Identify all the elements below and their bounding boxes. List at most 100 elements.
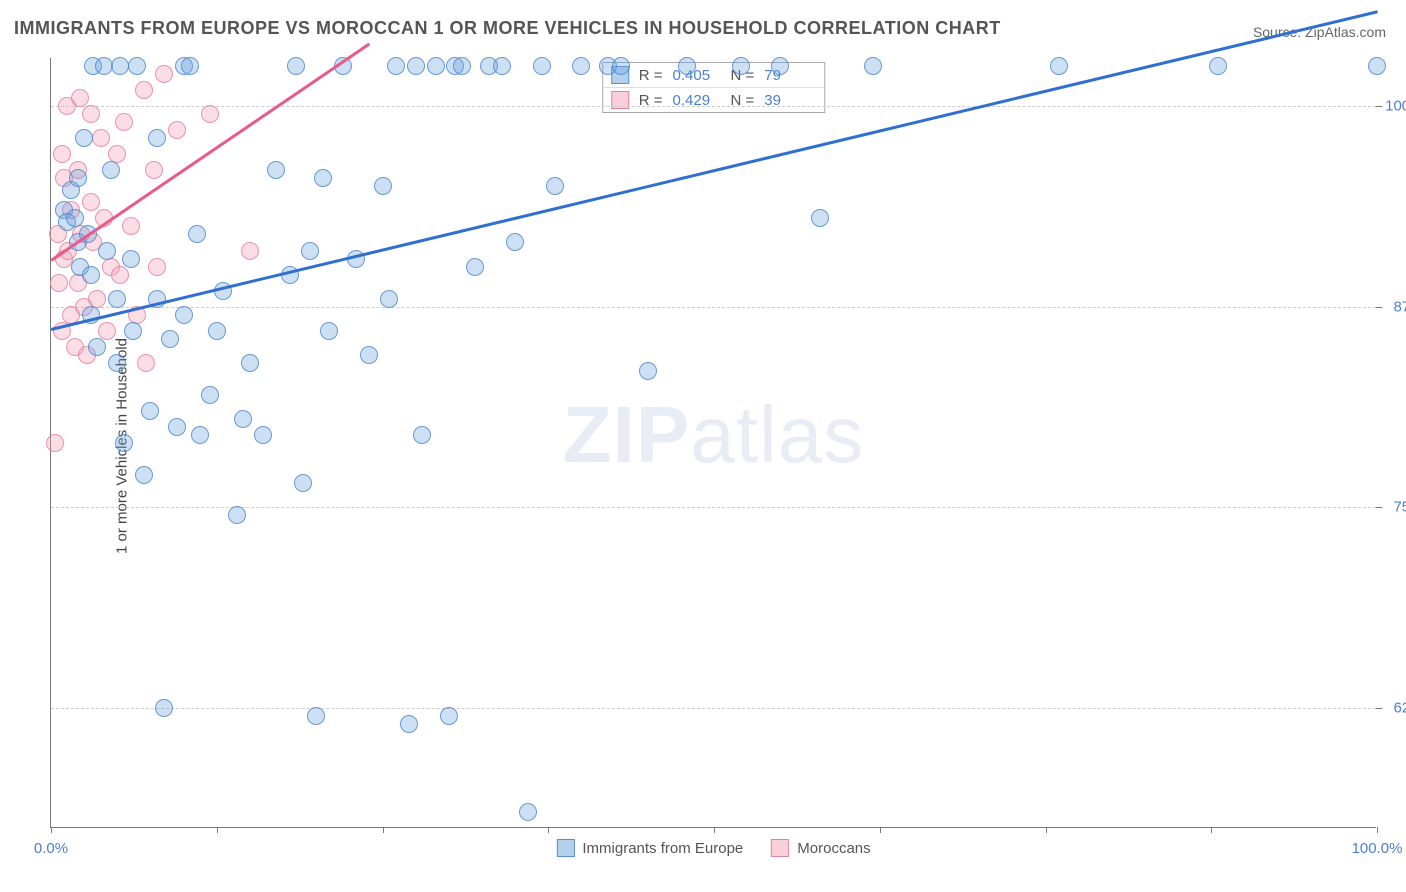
- ytick-mark: [1376, 708, 1382, 709]
- data-point: [241, 354, 259, 372]
- data-point: [241, 242, 259, 260]
- ytick-label: 87.5%: [1393, 298, 1406, 315]
- data-point: [124, 322, 142, 340]
- data-point: [148, 258, 166, 276]
- data-point: [135, 466, 153, 484]
- data-point: [181, 57, 199, 75]
- ytick-label: 62.5%: [1393, 699, 1406, 716]
- chart-title: IMMIGRANTS FROM EUROPE VS MOROCCAN 1 OR …: [14, 18, 1001, 39]
- xtick-mark: [714, 827, 715, 833]
- xtick-mark: [880, 827, 881, 833]
- gridline-h: [51, 507, 1376, 508]
- xtick-label: 100.0%: [1352, 840, 1403, 857]
- data-point: [69, 169, 87, 187]
- data-point: [128, 57, 146, 75]
- data-point: [155, 65, 173, 83]
- data-point: [1368, 57, 1386, 75]
- data-point: [771, 57, 789, 75]
- data-point: [208, 322, 226, 340]
- data-point: [111, 57, 129, 75]
- data-point: [175, 306, 193, 324]
- data-point: [466, 258, 484, 276]
- data-point: [137, 354, 155, 372]
- data-point: [811, 209, 829, 227]
- legend-item-moroccan: Moroccans: [771, 839, 870, 857]
- data-point: [440, 707, 458, 725]
- legend-item-europe: Immigrants from Europe: [556, 839, 743, 857]
- gridline-h: [51, 307, 1376, 308]
- data-point: [108, 290, 126, 308]
- data-point: [506, 233, 524, 251]
- data-point: [639, 362, 657, 380]
- data-point: [427, 57, 445, 75]
- data-point: [188, 225, 206, 243]
- data-point: [141, 402, 159, 420]
- data-point: [380, 290, 398, 308]
- data-point: [374, 177, 392, 195]
- data-point: [546, 177, 564, 195]
- trend-line: [50, 42, 370, 261]
- data-point: [122, 217, 140, 235]
- data-point: [102, 161, 120, 179]
- gridline-h: [51, 708, 1376, 709]
- data-point: [267, 161, 285, 179]
- data-point: [1209, 57, 1227, 75]
- xtick-mark: [1377, 827, 1378, 833]
- swatch-pink-icon: [771, 839, 789, 857]
- data-point: [82, 105, 100, 123]
- watermark: ZIPatlas: [563, 389, 864, 481]
- data-point: [612, 57, 630, 75]
- data-point: [287, 57, 305, 75]
- xtick-mark: [1046, 827, 1047, 833]
- data-point: [407, 57, 425, 75]
- data-point: [533, 57, 551, 75]
- data-point: [168, 418, 186, 436]
- xtick-mark: [383, 827, 384, 833]
- ytick-mark: [1376, 507, 1382, 508]
- data-point: [46, 434, 64, 452]
- data-point: [254, 426, 272, 444]
- data-point: [98, 242, 116, 260]
- data-point: [360, 346, 378, 364]
- data-point: [307, 707, 325, 725]
- legend-series: Immigrants from Europe Moroccans: [556, 839, 870, 857]
- data-point: [155, 699, 173, 717]
- data-point: [71, 89, 89, 107]
- ytick-label: 75.0%: [1393, 499, 1406, 516]
- data-point: [1050, 57, 1068, 75]
- data-point: [88, 338, 106, 356]
- data-point: [201, 105, 219, 123]
- legend-label-europe: Immigrants from Europe: [582, 840, 743, 857]
- data-point: [122, 250, 140, 268]
- data-point: [228, 506, 246, 524]
- gridline-h: [51, 106, 1376, 107]
- data-point: [145, 161, 163, 179]
- watermark-light: atlas: [690, 390, 864, 479]
- data-point: [572, 57, 590, 75]
- xtick-mark: [217, 827, 218, 833]
- data-point: [294, 474, 312, 492]
- data-point: [201, 386, 219, 404]
- data-point: [75, 129, 93, 147]
- data-point: [301, 242, 319, 260]
- data-point: [413, 426, 431, 444]
- data-point: [191, 426, 209, 444]
- data-point: [234, 410, 252, 428]
- swatch-blue-icon: [556, 839, 574, 857]
- ytick-mark: [1376, 106, 1382, 107]
- r-prefix: R =: [639, 67, 663, 84]
- data-point: [519, 803, 537, 821]
- data-point: [732, 57, 750, 75]
- data-point: [108, 354, 126, 372]
- data-point: [92, 129, 110, 147]
- data-point: [148, 129, 166, 147]
- ytick-mark: [1376, 307, 1382, 308]
- data-point: [98, 322, 116, 340]
- legend-stats-row-moroccan: R = 0.429 N = 39: [603, 87, 825, 112]
- data-point: [115, 113, 133, 131]
- watermark-bold: ZIP: [563, 390, 690, 479]
- data-point: [82, 266, 100, 284]
- xtick-mark: [548, 827, 549, 833]
- xtick-mark: [1211, 827, 1212, 833]
- legend-label-moroccan: Moroccans: [797, 840, 870, 857]
